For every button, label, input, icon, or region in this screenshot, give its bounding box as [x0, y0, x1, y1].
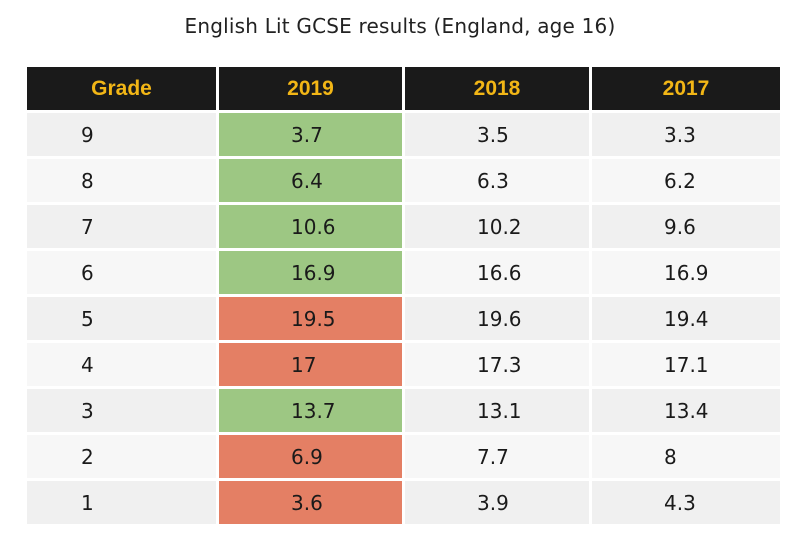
table-row: 4 17 17.3 17.1 [27, 343, 780, 386]
value-2019-cell: 16.9 [219, 251, 402, 294]
grade-cell: 4 [27, 343, 216, 386]
header-row: Grade 2019 2018 2017 [27, 67, 780, 110]
value-2017-cell: 17.1 [592, 343, 780, 386]
table-row: 6 16.9 16.6 16.9 [27, 251, 780, 294]
value-2017-cell: 9.6 [592, 205, 780, 248]
chart-title: English Lit GCSE results (England, age 1… [184, 14, 616, 38]
value-2019-cell: 3.7 [219, 113, 402, 156]
value-2019-cell: 19.5 [219, 297, 402, 340]
grade-cell: 5 [27, 297, 216, 340]
value-2019-cell: 17 [219, 343, 402, 386]
value-2018-cell: 10.2 [405, 205, 589, 248]
value-2017-cell: 4.3 [592, 481, 780, 524]
header-2019: 2019 [219, 67, 402, 110]
grade-cell: 9 [27, 113, 216, 156]
header-2017: 2017 [592, 67, 780, 110]
value-2018-cell: 3.5 [405, 113, 589, 156]
value-2019-cell: 13.7 [219, 389, 402, 432]
value-2018-cell: 7.7 [405, 435, 589, 478]
grade-cell: 7 [27, 205, 216, 248]
table-row: 5 19.5 19.6 19.4 [27, 297, 780, 340]
value-2018-cell: 6.3 [405, 159, 589, 202]
value-2017-cell: 8 [592, 435, 780, 478]
value-2017-cell: 16.9 [592, 251, 780, 294]
value-2017-cell: 19.4 [592, 297, 780, 340]
value-2017-cell: 13.4 [592, 389, 780, 432]
grade-cell: 3 [27, 389, 216, 432]
value-2018-cell: 3.9 [405, 481, 589, 524]
grade-cell: 2 [27, 435, 216, 478]
header-2018: 2018 [405, 67, 589, 110]
results-table: Grade 2019 2018 2017 9 3.7 3.5 3.3 8 6.4 6.3 6.… [24, 64, 783, 527]
table-body: 9 3.7 3.5 3.3 8 6.4 6.3 6.2 7 10.6 10.2 9.6 6 16.9 16.… [27, 113, 780, 524]
table-row: 2 6.9 7.7 8 [27, 435, 780, 478]
grade-cell: 6 [27, 251, 216, 294]
table-row: 3 13.7 13.1 13.4 [27, 389, 780, 432]
value-2019-cell: 6.9 [219, 435, 402, 478]
value-2017-cell: 6.2 [592, 159, 780, 202]
table-row: 7 10.6 10.2 9.6 [27, 205, 780, 248]
value-2018-cell: 16.6 [405, 251, 589, 294]
value-2019-cell: 3.6 [219, 481, 402, 524]
value-2019-cell: 6.4 [219, 159, 402, 202]
value-2017-cell: 3.3 [592, 113, 780, 156]
table-row: 9 3.7 3.5 3.3 [27, 113, 780, 156]
table-row: 1 3.6 3.9 4.3 [27, 481, 780, 524]
value-2018-cell: 13.1 [405, 389, 589, 432]
table-row: 8 6.4 6.3 6.2 [27, 159, 780, 202]
value-2018-cell: 19.6 [405, 297, 589, 340]
header-grade: Grade [27, 67, 216, 110]
grade-cell: 1 [27, 481, 216, 524]
value-2019-cell: 10.6 [219, 205, 402, 248]
value-2018-cell: 17.3 [405, 343, 589, 386]
grade-cell: 8 [27, 159, 216, 202]
